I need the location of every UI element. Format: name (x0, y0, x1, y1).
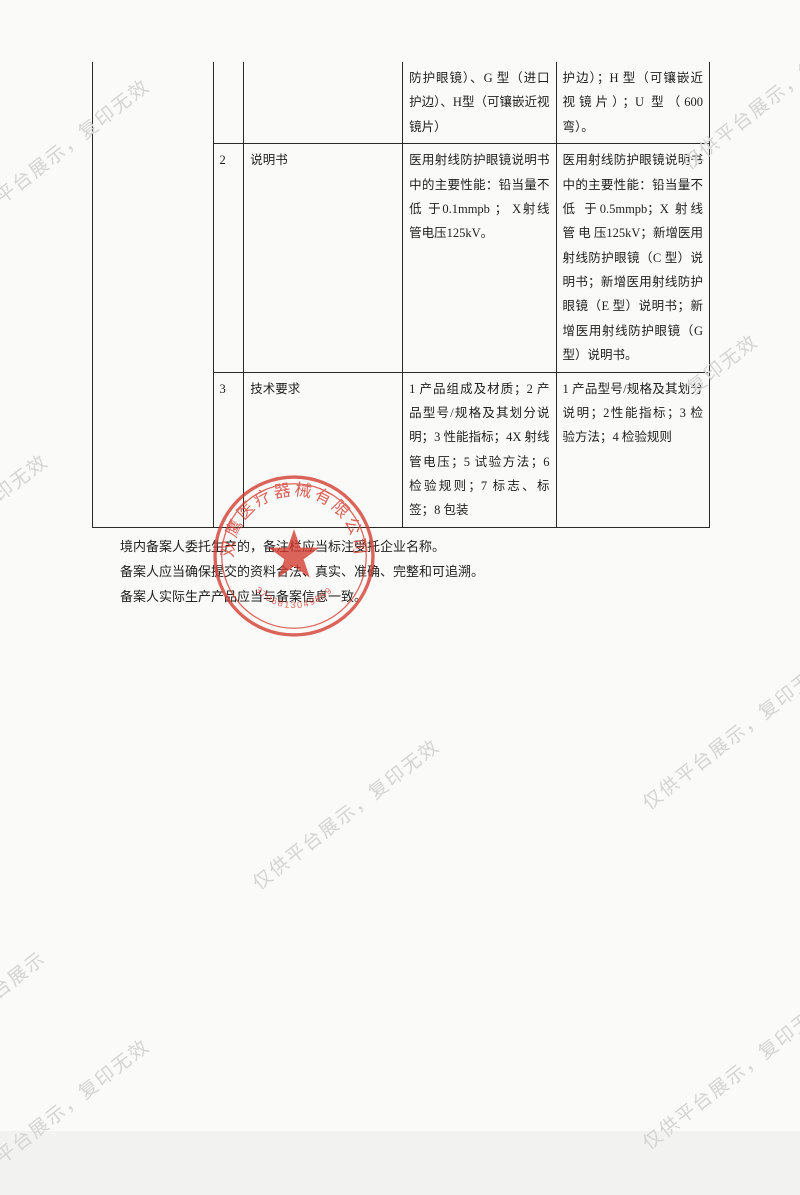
table-cell: 技术要求 (244, 372, 403, 527)
note-line: 备案人应当确保提交的资料合法、真实、准确、完整和可追溯。 (120, 559, 710, 584)
table-cell (213, 62, 244, 144)
notes-section: 境内备案人委托生产的，备注栏应当标注受托企业名称。 备案人应当确保提交的资料合法… (92, 534, 710, 610)
table-row: 防护眼镜）、G 型（进口护边）、H型（可镶嵌近视镜片） 护边）；H 型（可镶嵌近… (93, 62, 710, 144)
table-cell: 防护眼镜）、G 型（进口护边）、H型（可镶嵌近视镜片） (403, 62, 556, 144)
note-line: 备案人实际生产产品应当与备案信息一致。 (120, 584, 710, 609)
table-cell (244, 62, 403, 144)
document-page: 仅供平台展示，复印无效 仅供平台展示，复印无效 复印无效 复印无效 仅供平台展示… (0, 0, 800, 1131)
table-cell: 1 产品型号/规格及其划分说明；2性能指标；3 检验方法；4 检验规则 (556, 372, 709, 527)
watermark: 仅供平台展示，复印无效 (246, 732, 445, 896)
watermark: 仅供平台展示，复印无效 (636, 652, 800, 816)
content-table: 防护眼镜）、G 型（进口护边）、H型（可镶嵌近视镜片） 护边）；H 型（可镶嵌近… (92, 62, 710, 528)
table-cell: 说明书 (244, 144, 403, 372)
watermark: 仅供平台展示，复印无效 (0, 1032, 155, 1195)
table-cell: 医用射线防护眼镜说明书中的主要性能：铅当量不 低 于0.1mmpb ； X射线管… (403, 144, 556, 372)
watermark: 仅供平台展示 (0, 944, 51, 1043)
table-cell: 2 (213, 144, 244, 372)
table-cell: 医用射线防护眼镜说明书中的主要性能：铅当量不 低 于0.5mmpb；X 射线 管… (556, 144, 709, 372)
note-line: 境内备案人委托生产的，备注栏应当标注受托企业名称。 (120, 534, 710, 559)
table-cell (93, 62, 214, 527)
table-cell: 1 产品组成及材质；2 产品型号/规格及其划分说明；3 性能指标；4X 射线管电… (403, 372, 556, 527)
table-cell: 护边）；H 型（可镶嵌近视镜片）；U 型（600 弯）。 (556, 62, 709, 144)
table-cell: 3 (213, 372, 244, 527)
watermark: 复印无效 (0, 447, 53, 520)
